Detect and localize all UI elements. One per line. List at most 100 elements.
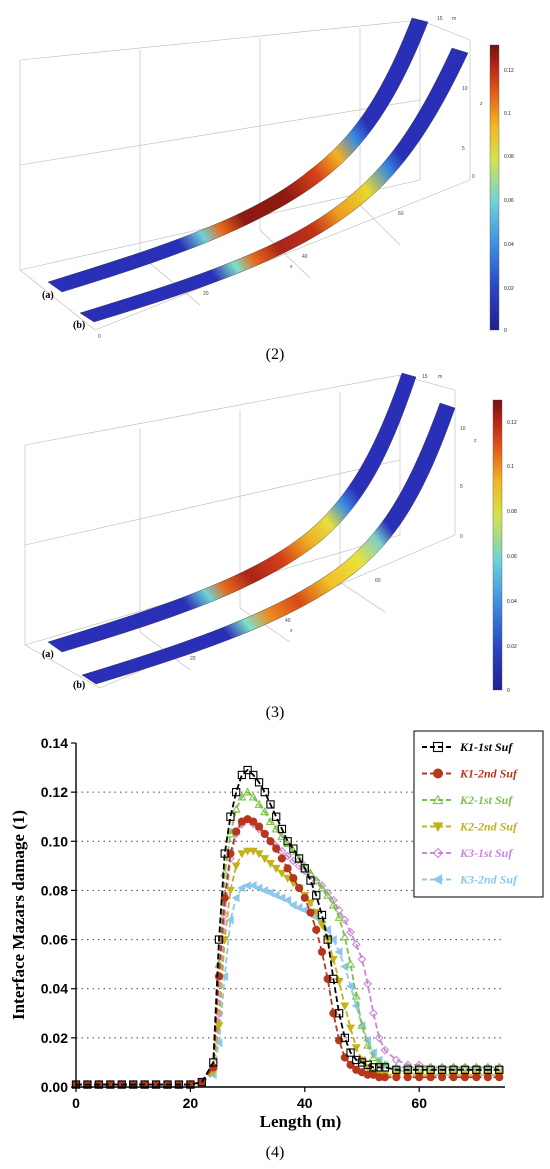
legend-marker xyxy=(432,794,444,805)
axis-letter: z xyxy=(474,438,477,444)
data-point xyxy=(220,849,229,858)
data-point xyxy=(374,1057,384,1066)
data-point xyxy=(117,1080,126,1089)
data-point xyxy=(472,1065,481,1074)
data-point xyxy=(243,847,253,856)
data-point xyxy=(232,827,241,836)
data-point xyxy=(426,1065,435,1074)
axis-letter: z xyxy=(480,101,483,107)
data-point xyxy=(277,824,287,834)
data-point xyxy=(317,921,327,930)
axis-tick: 20 xyxy=(203,291,209,297)
data-point xyxy=(260,885,269,895)
axis-tick: 60 xyxy=(375,578,381,584)
axis-tick: 5 xyxy=(460,484,463,490)
legend-box xyxy=(413,730,544,898)
axis-letter: m xyxy=(438,374,442,380)
data-point xyxy=(495,1073,504,1082)
legend-entry: K1-1st Suf xyxy=(459,740,513,754)
colorbar-tick: 0 xyxy=(507,688,510,694)
data-point xyxy=(272,844,281,853)
figure-3-panel: (a) (b) 15 10 5 0 60 40 20 m z x 0.12 0.… xyxy=(0,370,550,730)
y-tick-label: 0.04 xyxy=(41,981,68,997)
figure-3-3d-plot: (a) (b) 15 10 5 0 60 40 20 m z x 0.12 0.… xyxy=(24,372,517,694)
data-point xyxy=(249,817,258,826)
data-point xyxy=(294,883,304,893)
x-axis-title: Length (m) xyxy=(260,1112,342,1131)
data-point xyxy=(357,1058,367,1067)
axis-tick: 0 xyxy=(98,334,101,340)
data-point xyxy=(249,770,258,780)
data-point xyxy=(369,1008,378,1018)
data-point xyxy=(357,1020,367,1030)
y-tick-label: 0.14 xyxy=(41,735,68,751)
chart-series xyxy=(71,765,504,1090)
axis-tick: 40 xyxy=(302,254,308,260)
colorbar-tick: 0.04 xyxy=(504,242,514,248)
data-point xyxy=(334,947,343,957)
figure-4-panel: 0.00 0.02 0.04 0.06 0.08 0.10 0.12 0.14 0 20 40 60 L… xyxy=(0,725,550,1169)
data-point xyxy=(237,792,247,801)
data-point xyxy=(328,900,338,909)
data-point xyxy=(415,1073,424,1082)
strip-a-surface xyxy=(47,372,417,653)
data-point xyxy=(300,893,309,902)
data-point xyxy=(334,1009,344,1018)
data-point xyxy=(340,1002,350,1011)
data-point xyxy=(403,1073,412,1082)
data-point xyxy=(248,847,258,856)
colorbar-ticks: 0.12 0.1 0.08 0.06 0.04 0.02 0 xyxy=(507,420,517,694)
series-line xyxy=(76,884,500,1086)
colorbar-tick: 0 xyxy=(504,328,507,334)
data-point xyxy=(300,864,309,873)
colorbar-tick: 0.08 xyxy=(507,509,517,515)
x-tick-label: 40 xyxy=(297,1095,313,1111)
data-point xyxy=(351,940,361,949)
strip-a-surface xyxy=(47,17,429,293)
data-point xyxy=(277,869,287,878)
axis-tick: 60 xyxy=(398,211,404,217)
data-point xyxy=(351,1044,361,1053)
data-point xyxy=(460,1073,470,1082)
data-point xyxy=(363,1060,372,1070)
data-point xyxy=(214,1022,224,1031)
y-tick-label: 0.10 xyxy=(41,833,68,849)
data-point xyxy=(329,895,338,905)
data-point xyxy=(340,932,350,941)
chart-axes: 0.00 0.02 0.04 0.06 0.08 0.10 0.12 0.14 0 20 40 60 L… xyxy=(9,735,505,1131)
data-point xyxy=(277,854,287,863)
data-point xyxy=(363,1040,373,1049)
legend-marker xyxy=(432,741,444,753)
data-point xyxy=(357,954,367,964)
data-point xyxy=(368,1052,378,1061)
data-point xyxy=(375,1063,384,1072)
data-point xyxy=(106,1080,115,1089)
data-point xyxy=(460,1062,470,1071)
data-point xyxy=(317,910,327,920)
data-point xyxy=(277,831,287,840)
data-point xyxy=(414,1062,424,1071)
data-point xyxy=(237,770,247,780)
data-point xyxy=(403,1060,413,1070)
axis-tick: 0 xyxy=(460,534,463,540)
data-point xyxy=(232,787,241,797)
legend-entry: K1-2nd Suf xyxy=(459,767,518,781)
y-tick-label: 0.02 xyxy=(41,1030,68,1046)
data-point xyxy=(277,893,286,903)
colorbar-tick: 0.1 xyxy=(507,464,514,470)
data-point xyxy=(305,868,316,877)
data-point xyxy=(392,1073,401,1082)
data-point xyxy=(254,822,264,831)
data-point xyxy=(323,890,333,899)
colorbar xyxy=(492,399,503,691)
data-point xyxy=(260,807,270,816)
figure-2-panel: (a) (b) 15 10 5 0 60 40 20 0 m z x 0.12 … xyxy=(0,0,550,370)
axis-tick: 15 xyxy=(422,374,428,380)
axis-tick: 10 xyxy=(460,426,466,432)
colorbar-tick: 0.04 xyxy=(507,599,517,605)
data-point xyxy=(306,899,315,908)
series-6 xyxy=(71,881,503,1089)
data-point xyxy=(129,1080,138,1089)
data-point xyxy=(225,915,234,925)
data-point xyxy=(283,851,293,861)
